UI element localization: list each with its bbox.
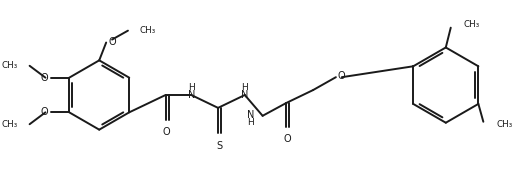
Text: H: H xyxy=(241,83,248,91)
Text: O: O xyxy=(163,127,170,137)
Text: CH₃: CH₃ xyxy=(496,120,512,129)
Text: O: O xyxy=(338,71,346,81)
Text: O: O xyxy=(41,107,48,117)
Text: O: O xyxy=(108,36,116,47)
Text: O: O xyxy=(41,73,48,83)
Text: O: O xyxy=(284,134,291,144)
Text: CH₃: CH₃ xyxy=(140,26,156,35)
Text: N: N xyxy=(241,90,248,100)
Text: CH₃: CH₃ xyxy=(2,61,18,70)
Text: N: N xyxy=(188,90,195,100)
Text: CH₃: CH₃ xyxy=(463,20,480,29)
Text: CH₃: CH₃ xyxy=(2,120,18,129)
Text: H: H xyxy=(247,118,254,127)
Text: N: N xyxy=(247,110,255,120)
Text: H: H xyxy=(188,83,195,91)
Text: S: S xyxy=(216,141,222,151)
